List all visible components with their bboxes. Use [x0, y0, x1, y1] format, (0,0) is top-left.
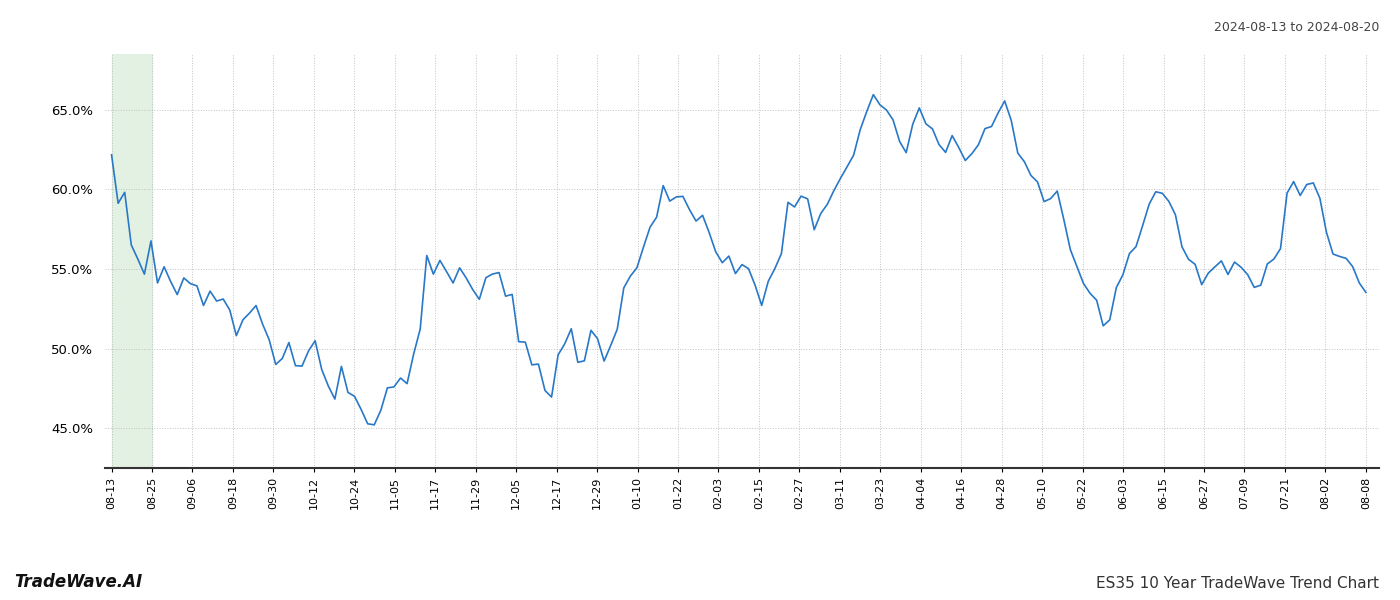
Bar: [112, 54, 153, 468]
Text: TradeWave.AI: TradeWave.AI: [14, 573, 143, 591]
Text: 2024-08-13 to 2024-08-20: 2024-08-13 to 2024-08-20: [1214, 21, 1379, 34]
Text: ES35 10 Year TradeWave Trend Chart: ES35 10 Year TradeWave Trend Chart: [1096, 576, 1379, 591]
